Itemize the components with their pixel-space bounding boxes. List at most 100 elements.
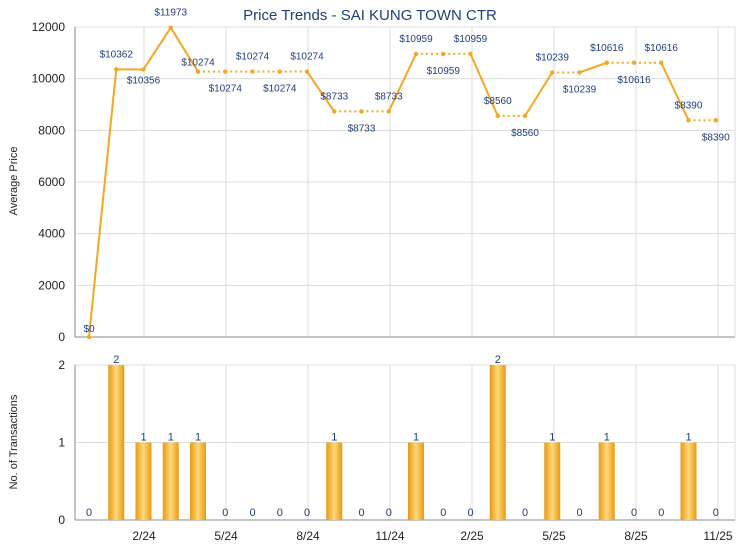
price-line-segment — [169, 27, 199, 73]
price-point — [604, 60, 609, 65]
price-data-label: $10959 — [427, 66, 461, 77]
transaction-count-label: 0 — [249, 507, 255, 519]
transaction-count-label: 0 — [467, 507, 473, 519]
price-point — [141, 67, 146, 72]
price-line-segment — [579, 61, 608, 74]
transaction-count-label: 0 — [522, 507, 528, 519]
price-point — [441, 51, 446, 57]
transaction-count-label: 1 — [140, 432, 146, 444]
price-line — [88, 27, 716, 338]
price-data-label: $10616 — [645, 43, 679, 54]
x-tick-label: 8/25 — [624, 529, 648, 543]
transaction-count-label: 0 — [277, 507, 283, 519]
price-data-label: $0 — [83, 324, 95, 335]
price-y-tick-label: 4000 — [38, 227, 65, 241]
transaction-bar — [680, 442, 697, 520]
price-point — [223, 69, 228, 74]
price-data-label: $10616 — [590, 43, 624, 54]
x-tick-label: 2/25 — [460, 529, 484, 543]
bar-y-tick-label: 1 — [58, 436, 65, 450]
price-data-label: $8733 — [320, 91, 348, 102]
transaction-count-label: 0 — [222, 507, 228, 519]
price-point — [86, 334, 92, 340]
price-y-tick-label: 12000 — [32, 20, 66, 34]
price-point — [659, 60, 664, 65]
transactions-y-axis-label: No. of Transactions — [8, 394, 20, 489]
price-data-label: $8560 — [484, 96, 512, 107]
price-grid — [75, 26, 735, 337]
price-y-tick-label: 8000 — [38, 123, 65, 137]
price-line-segment — [88, 69, 118, 338]
price-data-label: $10274 — [209, 84, 243, 95]
price-point — [631, 60, 637, 65]
x-tick-label: 11/24 — [375, 529, 404, 543]
x-tick-label: 5/25 — [542, 529, 566, 543]
transaction-count-label: 0 — [631, 507, 637, 519]
bar-y-tick-label: 0 — [58, 513, 65, 527]
transaction-count-label: 1 — [168, 432, 174, 444]
price-point — [195, 69, 201, 74]
transaction-count-label: 2 — [113, 354, 119, 366]
x-tick-label: 2/24 — [132, 529, 156, 543]
price-data-label: $11973 — [154, 8, 187, 19]
price-points — [86, 25, 718, 340]
price-point — [522, 113, 528, 119]
price-point — [168, 25, 173, 30]
x-tick-label: 5/24 — [214, 529, 238, 543]
price-point — [359, 109, 364, 114]
price-point — [468, 51, 473, 57]
transaction-count-label: 2 — [495, 354, 501, 366]
bar-y-ticks: 0 1 2 — [58, 358, 65, 527]
bar-y-tick-label: 2 — [58, 358, 65, 372]
price-data-label: $10959 — [399, 34, 433, 45]
price-line-segment — [306, 71, 336, 112]
price-point — [495, 113, 500, 119]
price-data-label: $10274 — [236, 52, 270, 63]
price-data-label: $10274 — [181, 58, 215, 69]
transaction-bars — [108, 365, 697, 520]
price-data-label: $10239 — [536, 52, 570, 63]
price-data-label: $8390 — [675, 100, 703, 111]
price-y-tick-label: 10000 — [32, 72, 66, 86]
price-line-segment — [387, 53, 417, 112]
transaction-count-label: 0 — [304, 507, 310, 519]
price-data-label: $10616 — [617, 75, 651, 86]
price-point — [250, 69, 255, 74]
price-y-ticks: 0 2000 4000 6000 8000 10000 12000 — [32, 20, 66, 344]
price-data-label: $8390 — [702, 132, 730, 143]
price-data-label: $10274 — [290, 52, 324, 63]
price-point — [332, 109, 337, 114]
price-data-label: $10239 — [563, 84, 597, 95]
transaction-count-label: 0 — [658, 507, 664, 519]
price-point — [577, 70, 582, 75]
transaction-count-label: 1 — [549, 432, 555, 444]
transaction-bar — [108, 365, 125, 520]
transaction-bar — [408, 442, 424, 520]
price-line-segment — [524, 71, 554, 117]
transaction-count-label: 1 — [685, 432, 691, 444]
price-point — [713, 118, 718, 123]
price-axes — [74, 27, 736, 338]
transaction-count-label: 0 — [440, 507, 446, 519]
transaction-count-label: 1 — [604, 432, 610, 444]
transaction-bar — [489, 365, 506, 520]
transaction-count-label: 1 — [413, 432, 419, 444]
transaction-count-label: 0 — [713, 507, 719, 519]
price-point — [413, 51, 419, 57]
x-axis-ticks: 2/24 5/24 8/24 11/24 2/25 5/25 8/25 11/25 — [132, 529, 733, 543]
price-data-label: $8560 — [511, 128, 539, 139]
price-y-tick-label: 6000 — [38, 175, 65, 189]
transaction-bar — [135, 442, 152, 520]
price-data-label: $10362 — [100, 49, 134, 60]
price-line-segment — [660, 62, 690, 121]
price-point — [550, 70, 555, 75]
transaction-count-label: 0 — [86, 507, 92, 519]
transaction-bar — [544, 442, 561, 520]
transaction-bar — [598, 442, 615, 520]
price-y-axis-label: Average Price — [8, 147, 20, 216]
transaction-count-label: 0 — [576, 507, 582, 519]
price-line-segment — [142, 27, 172, 71]
price-point — [114, 67, 119, 72]
price-data-label: $8733 — [375, 91, 403, 102]
